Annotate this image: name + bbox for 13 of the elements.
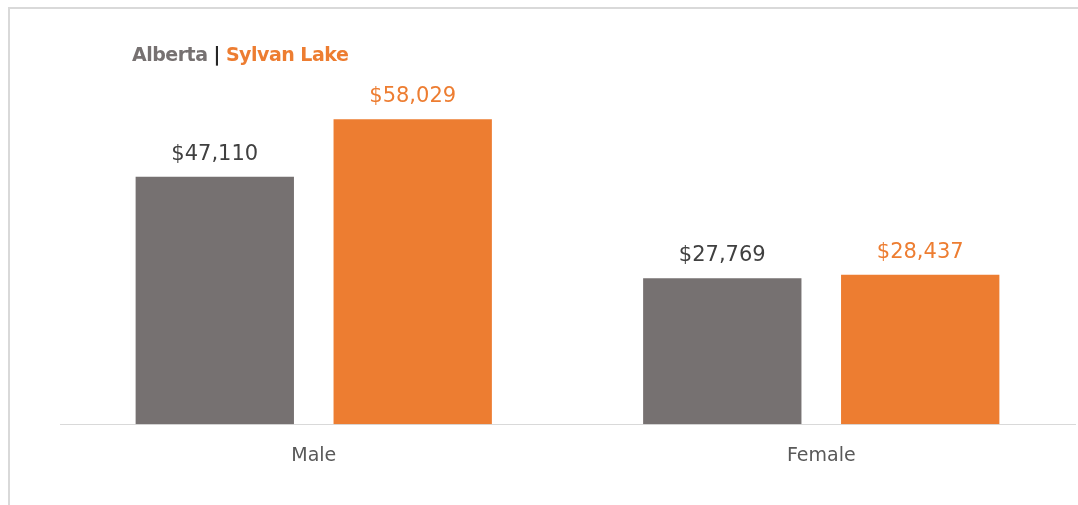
data-label: $28,437 [876, 238, 964, 263]
text: | [213, 43, 220, 65]
data-label: $47,110 [171, 140, 259, 165]
x-tick-label: Female [786, 442, 856, 465]
text: Alberta [132, 43, 208, 65]
data-label: $27,769 [678, 242, 766, 267]
bar [135, 176, 294, 425]
bar [841, 274, 1000, 425]
data-label: $58,029 [369, 83, 457, 108]
x-tick-label: Male [291, 442, 337, 465]
bar [643, 278, 802, 425]
text: Sylvan Lake [225, 43, 349, 65]
bar [333, 119, 492, 425]
